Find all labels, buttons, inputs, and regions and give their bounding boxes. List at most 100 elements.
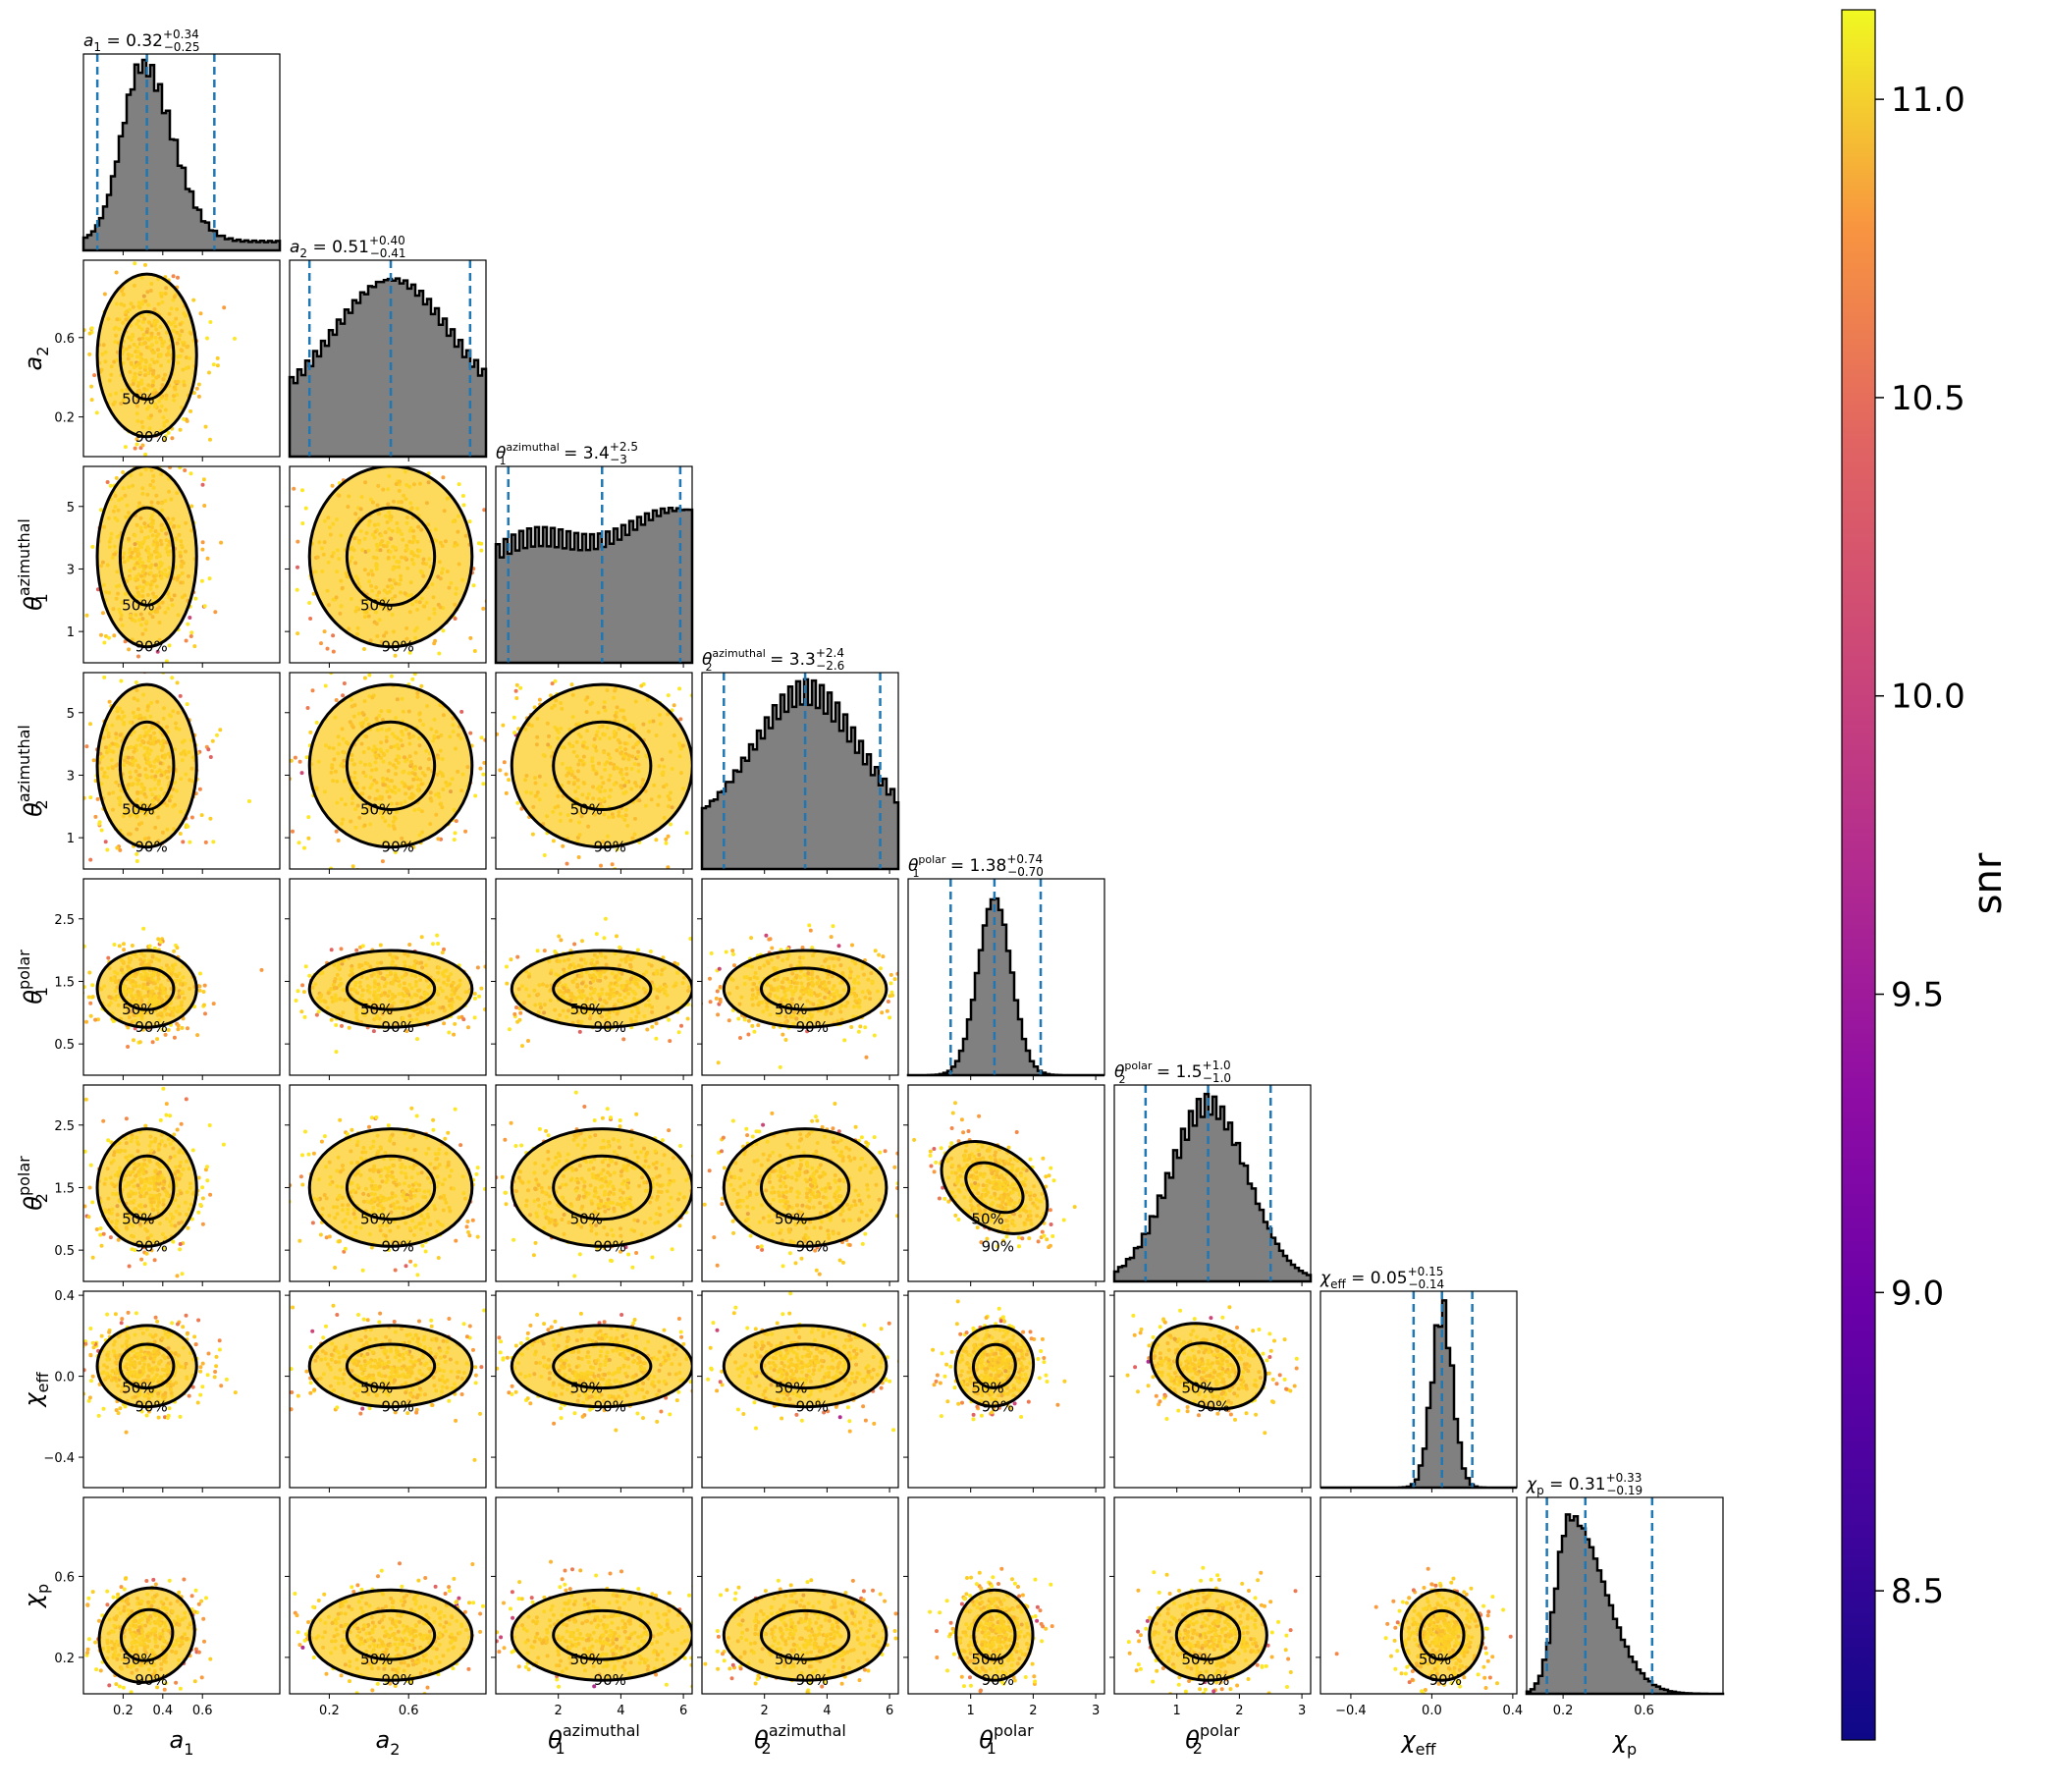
scatter-point <box>205 1178 210 1183</box>
scatter-point <box>856 1029 861 1034</box>
scatter-point <box>140 443 145 448</box>
y-tick-label: 3 <box>67 769 75 784</box>
scatter-point <box>283 809 287 813</box>
scatter-point <box>709 950 714 955</box>
scatter-point <box>200 1185 205 1190</box>
scatter-point <box>143 452 148 457</box>
scatter-point <box>69 1158 73 1162</box>
scatter-point <box>336 839 341 842</box>
scatter-point <box>111 1019 116 1023</box>
scatter-point <box>297 759 302 764</box>
scatter-point <box>707 966 711 970</box>
scatter-point <box>594 932 599 937</box>
scatter-point <box>166 430 171 435</box>
histogram <box>494 507 694 665</box>
scatter-point <box>437 651 442 656</box>
scatter-point <box>201 477 206 482</box>
scatter-point <box>168 466 173 469</box>
scatter-point <box>208 816 213 821</box>
scatter-point <box>215 733 219 737</box>
scatter-point <box>108 483 113 488</box>
scatter-point <box>116 1237 121 1242</box>
contour-label-50: 50% <box>122 1001 154 1018</box>
y-tick-label: 0.2 <box>54 411 75 426</box>
scatter-point <box>654 1021 659 1026</box>
scatter-point <box>156 458 160 462</box>
scatter-point <box>290 758 294 763</box>
y-tick-label: 2.5 <box>54 913 75 928</box>
scatter-point <box>137 254 141 258</box>
density-core <box>97 1128 197 1247</box>
scatter-point <box>310 1221 315 1225</box>
contour-label-50: 50% <box>775 1001 807 1018</box>
scatter-point <box>208 437 212 442</box>
density-core <box>309 950 472 1028</box>
scatter-point <box>362 676 367 680</box>
scatter-point <box>454 819 458 824</box>
scatter-point <box>188 616 192 620</box>
panel-title: a2 = 0.51+0.40 −0.41 <box>290 234 406 260</box>
scatter-point <box>342 681 347 685</box>
scatter-point <box>423 1249 428 1254</box>
scatter-point <box>576 855 581 859</box>
scatter-point <box>387 1248 392 1253</box>
scatter-point <box>105 480 110 484</box>
y-tick-label: 0.6 <box>54 332 75 347</box>
scatter-point <box>127 1264 132 1269</box>
scatter-point <box>715 989 720 994</box>
scatter-point <box>195 1033 200 1038</box>
contour-label-50: 50% <box>122 391 154 408</box>
scatter-point <box>164 1102 169 1107</box>
scatter-point <box>505 981 510 986</box>
panel: 50%90%0.51.52.5 <box>54 1084 281 1286</box>
panel-frame <box>82 259 281 458</box>
density-core <box>512 684 692 847</box>
scatter-point <box>466 1229 470 1234</box>
scatter-point <box>108 1235 113 1240</box>
scatter-point <box>453 617 458 621</box>
contour-90 <box>95 466 198 649</box>
scatter-point <box>164 1113 169 1117</box>
scatter-point <box>730 949 735 953</box>
panel-title: a1 = 0.32+0.34 −0.25 <box>83 27 200 54</box>
scatter-point <box>483 964 486 969</box>
scatter-point <box>175 1274 180 1278</box>
contour-label-50: 50% <box>570 1001 603 1018</box>
scatter-point <box>429 654 433 658</box>
scatter-point <box>83 328 86 333</box>
scatter-point <box>307 973 312 978</box>
scatter-point <box>436 837 441 842</box>
scatter-point <box>296 989 300 994</box>
scatter-point <box>895 971 898 976</box>
scatter-point <box>186 824 190 829</box>
y-tick-label: 3 <box>67 563 75 577</box>
panel-frame <box>701 878 899 1076</box>
scatter-point <box>87 1185 92 1190</box>
scatter-point <box>442 947 446 951</box>
panel: 50%90% <box>491 878 711 1080</box>
scatter-point <box>468 635 473 640</box>
scatter-point <box>885 1008 889 1013</box>
scatter-point <box>172 1132 177 1137</box>
scatter-point <box>299 1009 304 1014</box>
histogram <box>700 678 900 871</box>
panel: 50%90%0.51.52.5 <box>54 878 281 1080</box>
scatter-point <box>260 803 264 807</box>
scatter-point <box>310 688 315 693</box>
scatter-point <box>77 1017 81 1021</box>
scatter-point <box>176 1027 181 1032</box>
scatter-point <box>767 937 772 942</box>
scatter-point <box>713 703 717 707</box>
scatter-point <box>716 1060 721 1065</box>
scatter-point <box>557 934 562 939</box>
scatter-point <box>112 633 117 638</box>
scatter-point <box>83 1204 87 1209</box>
y-tick-label: 0.5 <box>54 1244 75 1259</box>
scatter-point <box>452 838 457 842</box>
scatter-point <box>488 779 492 783</box>
scatter-point <box>273 525 277 529</box>
scatter-point <box>192 644 197 649</box>
scatter-point <box>101 611 105 616</box>
scatter-point <box>717 966 722 971</box>
scatter-point <box>139 1257 144 1262</box>
